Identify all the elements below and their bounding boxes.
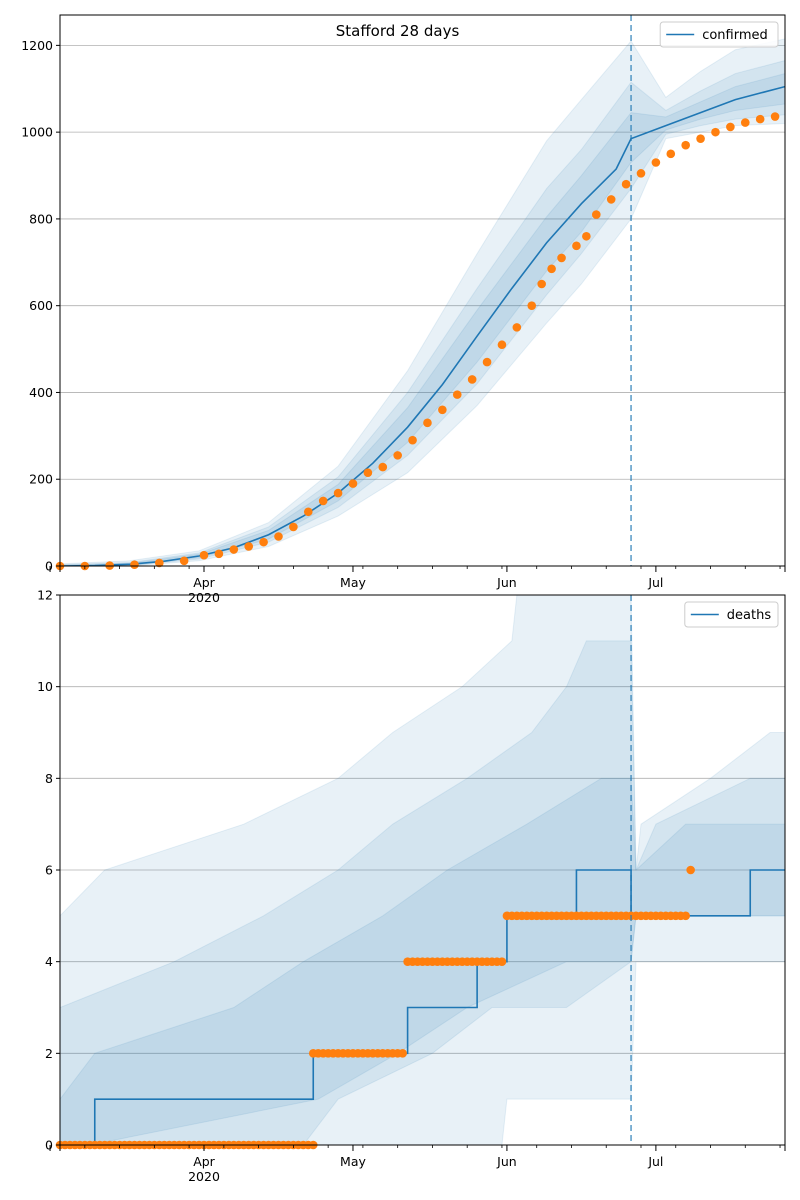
legend: confirmed: [659, 21, 779, 48]
observed-point: [348, 479, 358, 488]
y-tick-label: 600: [29, 298, 53, 313]
legend-label: deaths: [727, 608, 772, 623]
observed-point: [393, 451, 402, 460]
observed-point: [606, 195, 616, 204]
legend-box: [684, 601, 779, 628]
observed-point: [467, 375, 477, 384]
observed-point: [726, 122, 735, 132]
y-tick-label: 2: [45, 1046, 53, 1061]
observed-point: [408, 435, 417, 445]
observed-point: [244, 542, 253, 551]
observed-point: [497, 957, 507, 966]
y-tick-label: 8: [45, 771, 53, 786]
x-tick-label: Jun: [496, 575, 517, 590]
observed-point: [378, 462, 388, 472]
x-tick-label: Jun: [496, 1154, 517, 1169]
observed-point: [512, 323, 522, 332]
observed-point: [681, 911, 690, 921]
observed-point: [199, 550, 209, 560]
observed-point: [130, 560, 139, 569]
observed-point: [740, 118, 750, 127]
observed-point: [572, 241, 581, 251]
observed-point: [259, 537, 268, 547]
observed-point: [398, 1049, 407, 1058]
observed-point: [592, 210, 601, 219]
y-tick-label: 1200: [21, 38, 53, 53]
x-tick-label: Apr: [193, 575, 215, 590]
y-tick-label: 12: [37, 588, 53, 603]
x-tick-sublabel: 2020: [188, 590, 220, 605]
observed-point: [681, 140, 690, 150]
legend: deaths: [684, 601, 779, 628]
observed-point: [289, 522, 298, 532]
y-tick-label: 400: [29, 385, 53, 400]
legend-label: confirmed: [702, 28, 768, 43]
observed-point: [557, 253, 566, 263]
observed-point: [711, 127, 720, 137]
x-tick-label: Jul: [647, 1154, 663, 1169]
observed-point: [423, 418, 432, 428]
observed-point: [452, 390, 462, 399]
observed-point: [755, 114, 765, 124]
observed-point: [547, 264, 556, 274]
observed-point: [686, 865, 695, 875]
observed-point: [333, 488, 343, 498]
uncertainty-band: [60, 38, 785, 566]
observed-point: [666, 149, 676, 159]
x-tick-label: May: [340, 1154, 366, 1169]
observed-point: [621, 179, 631, 189]
observed-point: [318, 496, 328, 506]
y-tick-label: 200: [29, 472, 53, 487]
observed-point: [214, 549, 224, 559]
observed-point: [651, 158, 661, 167]
observed-point: [770, 112, 780, 121]
uncertainty-band: [60, 595, 785, 1145]
y-tick-label: 800: [29, 211, 53, 226]
observed-point: [229, 545, 239, 554]
observed-point: [438, 405, 447, 415]
observed-point: [482, 357, 492, 367]
x-tick-label: Jul: [647, 575, 663, 590]
observed-point: [303, 507, 313, 517]
x-tick-label: Apr: [193, 1154, 215, 1169]
x-tick-sublabel: 2020: [188, 1169, 220, 1184]
plot-frame: [59, 14, 786, 567]
observed-point: [696, 134, 705, 143]
observed-point: [582, 231, 591, 241]
observed-point: [274, 532, 283, 541]
observed-point: [497, 340, 507, 350]
y-tick-label: 0: [45, 559, 53, 574]
legend-box: [659, 21, 779, 48]
chart-title: Stafford 28 days: [336, 22, 460, 40]
y-tick-label: 0: [45, 1138, 53, 1153]
y-tick-label: 4: [45, 954, 53, 969]
observed-point: [527, 301, 537, 310]
y-tick-label: 10: [37, 679, 53, 694]
uncertainty-band: [60, 60, 785, 566]
model-median-line: [60, 85, 785, 566]
x-tick-label: May: [340, 575, 366, 590]
observed-point: [155, 558, 164, 568]
observed-point: [636, 169, 646, 178]
uncertainty-band: [60, 73, 785, 566]
y-tick-label: 6: [45, 863, 53, 878]
observed-point: [363, 468, 373, 478]
uncertainty-band: [60, 640, 785, 1145]
observed-point: [179, 556, 189, 566]
observed-point: [537, 279, 546, 289]
y-tick-label: 1000: [21, 125, 53, 140]
